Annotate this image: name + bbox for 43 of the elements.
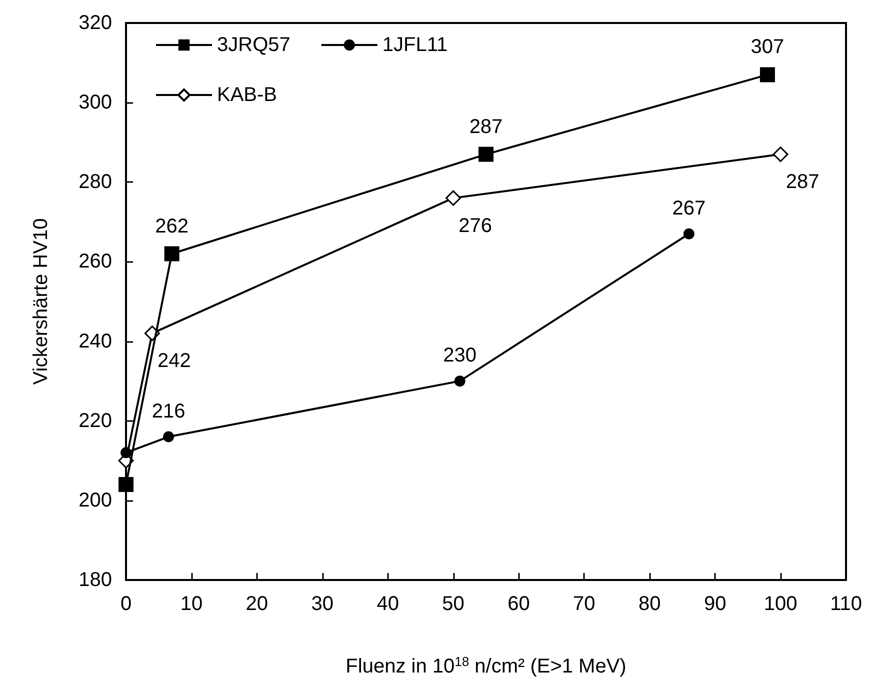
data-label: 276 <box>458 214 492 237</box>
y-tick-label: 280 <box>78 171 112 194</box>
x-tick-label: 70 <box>573 593 596 615</box>
point <box>118 477 134 492</box>
data-label: 262 <box>155 215 189 238</box>
y-axis-title: Vickershärte HV10 <box>30 218 52 385</box>
y-tick-label: 180 <box>78 569 112 591</box>
x-tick-label: 50 <box>442 593 464 615</box>
legend-label: 1JFL11 <box>382 34 448 56</box>
data-label: 287 <box>469 116 503 138</box>
x-tick-label: 80 <box>638 593 661 615</box>
x-tick-label: 20 <box>246 593 268 615</box>
legend-label: KAB-B <box>217 84 278 106</box>
x-tick-label: 60 <box>508 593 530 615</box>
y-tick-label: 200 <box>78 489 112 512</box>
x-tick-label: 30 <box>311 593 334 615</box>
x-tick-label: 110 <box>830 593 862 615</box>
y-tick-label: 260 <box>78 250 112 273</box>
x-tick-label: 100 <box>764 593 798 615</box>
point <box>446 190 462 206</box>
data-label: 230 <box>443 344 477 367</box>
point <box>683 228 694 240</box>
data-label: 287 <box>786 171 820 194</box>
data-label: 216 <box>152 400 186 422</box>
data-label: 242 <box>157 350 191 372</box>
x-tick-label: 0 <box>120 593 132 615</box>
x-tick-label: 40 <box>376 593 399 615</box>
x-tick-label: 90 <box>704 593 726 615</box>
point <box>164 246 180 262</box>
data-label: 307 <box>750 36 784 58</box>
point <box>120 447 132 458</box>
y-tick-label: 220 <box>78 410 112 432</box>
y-tick-label: 300 <box>78 92 112 114</box>
x-tick-label: 10 <box>180 593 203 615</box>
point <box>478 146 494 162</box>
point <box>772 146 788 162</box>
y-tick-label: 320 <box>78 12 112 34</box>
point <box>454 376 466 387</box>
point <box>760 67 775 82</box>
legend-label: 3JRQ57 <box>217 34 290 56</box>
point <box>163 431 174 442</box>
y-tick-label: 240 <box>78 330 112 352</box>
data-label: 267 <box>672 197 706 220</box>
